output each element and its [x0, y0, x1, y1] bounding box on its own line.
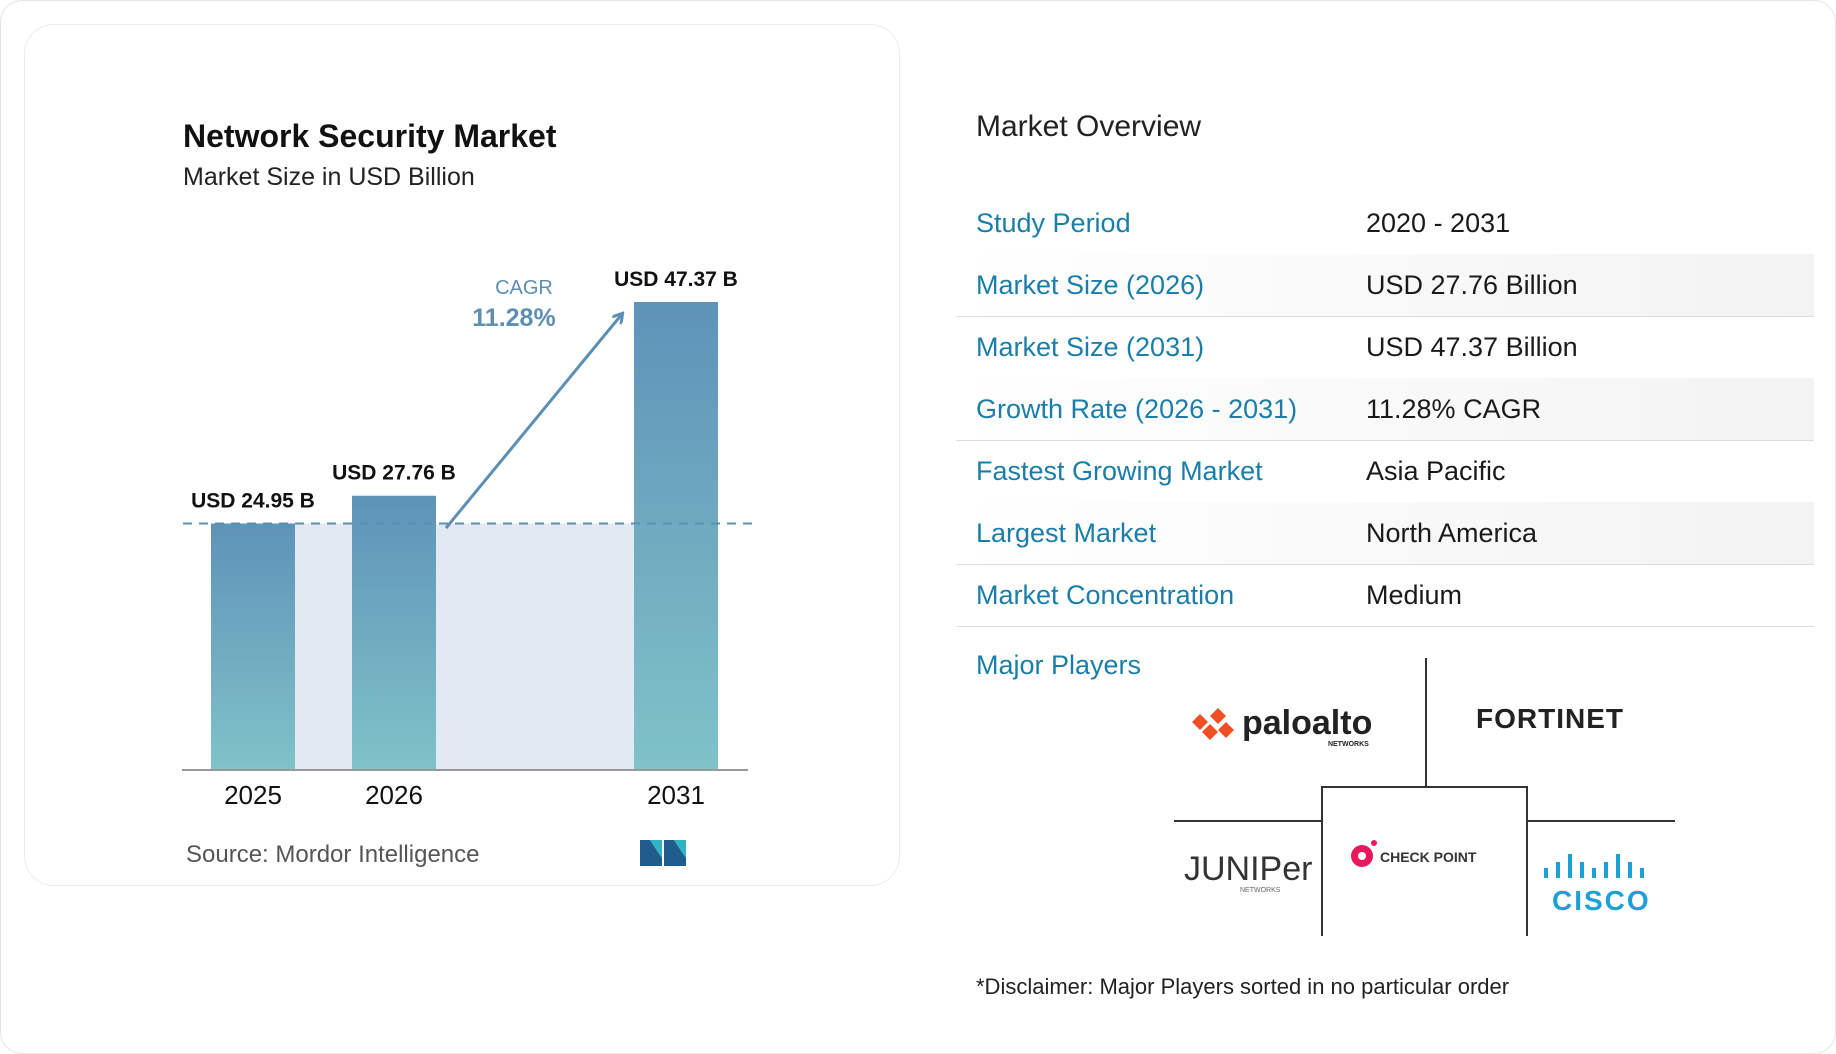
source-note: Source: Mordor Intelligence [186, 841, 480, 868]
data-label: USD 24.95 B [191, 490, 315, 513]
checkpoint-wordmark: CHECK POINT [1380, 849, 1477, 865]
cagr-value: 11.28% [472, 304, 555, 332]
cisco-logo: CISCO [1540, 850, 1660, 919]
grid-divider [1321, 786, 1528, 788]
overview-row: Market Size (2026) USD 27.76 Billion [956, 254, 1814, 317]
bar-2026 [352, 495, 436, 770]
juniper-logo: JUNIPer NETWORKS [1182, 850, 1312, 905]
overview-row: Fastest Growing Market Asia Pacific [956, 440, 1814, 503]
fortinet-wordmark: FORTINET [1476, 703, 1624, 734]
overview-title: Market Overview [976, 110, 1202, 143]
data-label: USD 27.76 B [332, 462, 456, 485]
overview-row-value: Medium [1366, 580, 1463, 610]
overview-row: Largest Market North America [956, 502, 1814, 565]
cagr-arrow [444, 314, 622, 529]
disclaimer: *Disclaimer: Major Players sorted in no … [976, 974, 1510, 999]
overview-row-value: USD 27.76 Billion [1366, 270, 1578, 300]
overview-row: Market Size (2031) USD 47.37 Billion [956, 316, 1814, 379]
juniper-wordmark: JUNIPer [1184, 850, 1312, 888]
bar-2025 [211, 523, 295, 770]
x-tick-label: 2025 [224, 780, 282, 810]
cisco-bars-icon [1544, 854, 1644, 878]
juniper-sub: NETWORKS [1240, 887, 1281, 894]
checkpoint-logo: CHECK POINT [1348, 836, 1508, 877]
paloalto-sub: NETWORKS [1328, 741, 1369, 748]
reference-band [211, 523, 718, 770]
bar-2031 [634, 302, 718, 770]
grid-divider [1425, 658, 1427, 786]
grid-divider [1527, 820, 1675, 822]
overview-row-value: USD 47.37 Billion [1366, 332, 1578, 362]
chart-title: Network Security Market [183, 118, 557, 154]
grid-divider [1321, 786, 1323, 936]
fortinet-logo: FORTINET [1476, 702, 1646, 739]
cagr-label: CAGR [495, 277, 553, 299]
grid-divider [1526, 786, 1528, 936]
paloalto-logo: paloalto NETWORKS [1190, 700, 1410, 757]
overview-row-label: Largest Market [976, 518, 1157, 548]
overview-row-label: Study Period [976, 208, 1131, 238]
overview-row-label: Market Concentration [976, 580, 1235, 610]
overview-row-value: North America [1366, 518, 1538, 548]
data-label: USD 47.37 B [614, 268, 738, 291]
overview-row-label: Growth Rate (2026 - 2031) [976, 394, 1298, 424]
x-tick-label: 2026 [365, 780, 423, 810]
overview-row-label: Fastest Growing Market [976, 456, 1263, 486]
overview-row: Study Period 2020 - 2031 [956, 192, 1814, 255]
grid-divider [1174, 820, 1322, 822]
overview-row-label: Market Size (2026) [976, 270, 1205, 300]
chart-subtitle: Market Size in USD Billion [183, 163, 475, 191]
overview-row-label: Market Size (2031) [976, 332, 1205, 362]
overview-row-value: 2020 - 2031 [1366, 208, 1511, 238]
mordor-logo-icon [640, 838, 690, 871]
cisco-wordmark: CISCO [1552, 885, 1651, 914]
bar-chart: USD 24.95 B USD 27.76 B USD 47.37 B 2025 202… [182, 268, 752, 810]
x-tick-label: 2031 [647, 780, 705, 810]
overview-row: Market Concentration Medium [956, 564, 1814, 627]
overview-row: Growth Rate (2026 - 2031) 11.28% CAGR [956, 378, 1814, 441]
overview-row-value: Asia Pacific [1366, 456, 1506, 486]
overview-row-value: 11.28% CAGR [1366, 394, 1542, 424]
paloalto-wordmark: paloalto [1242, 704, 1372, 742]
major-players-label: Major Players [976, 650, 1142, 680]
